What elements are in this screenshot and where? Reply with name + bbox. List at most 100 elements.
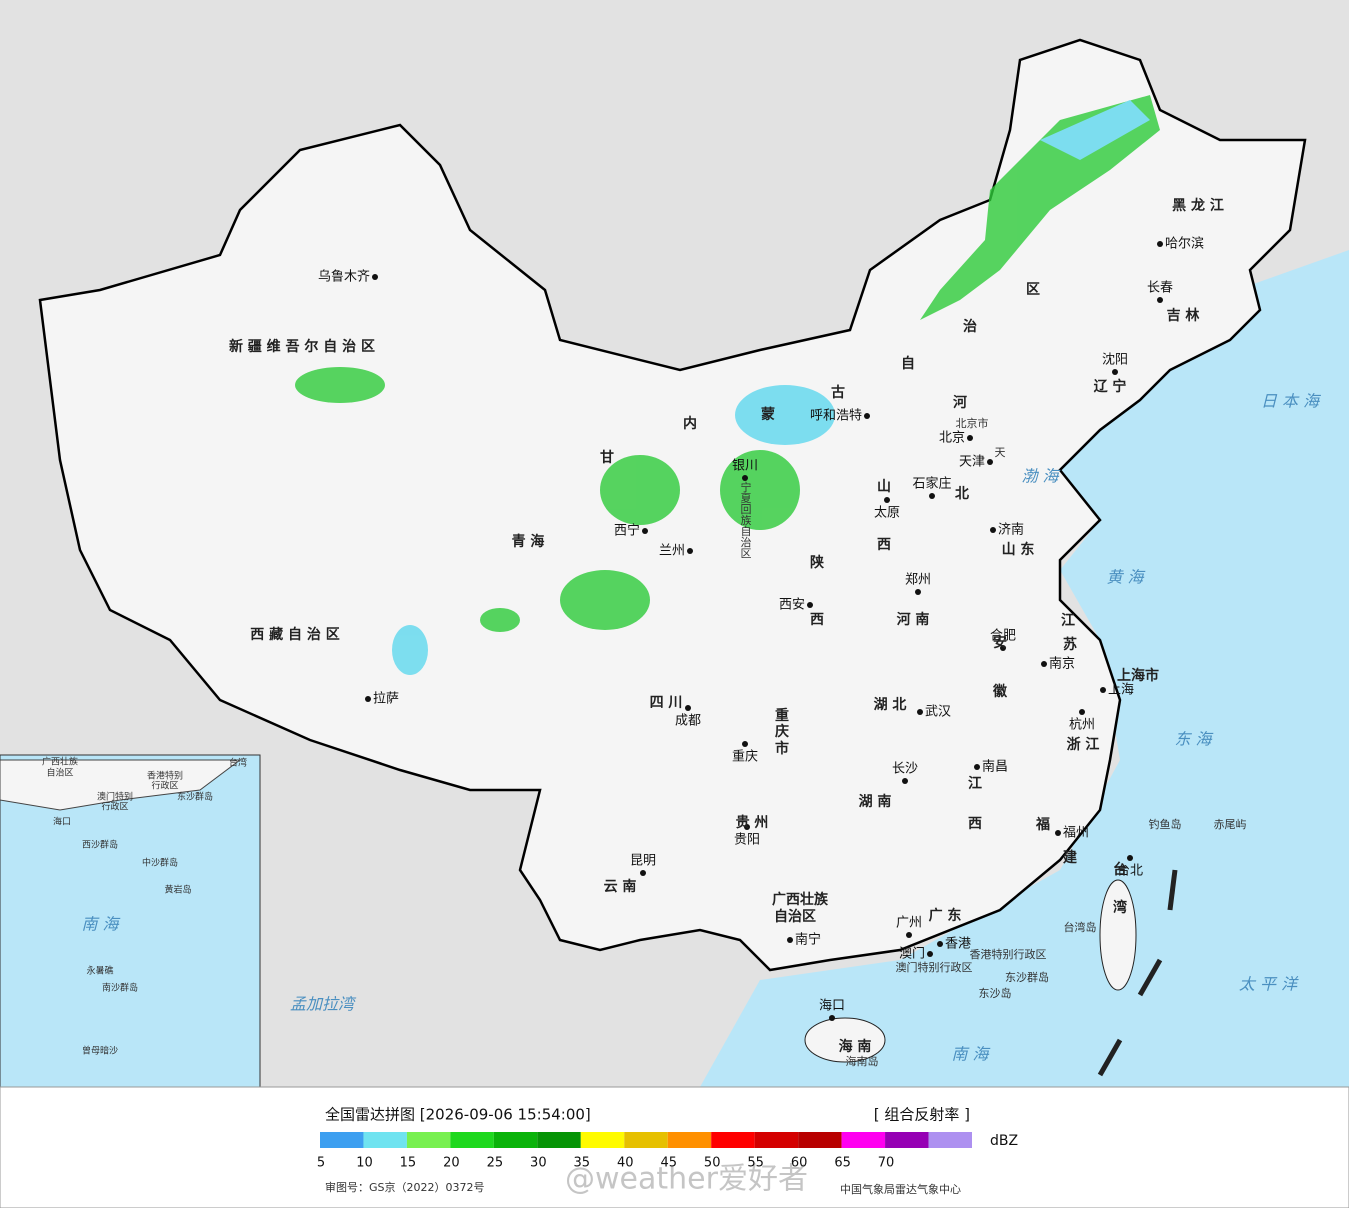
region-label: 古	[831, 384, 845, 401]
inset-label: 海口	[53, 816, 71, 828]
city-label: 合肥	[990, 629, 1016, 644]
city-dot	[987, 459, 993, 465]
region-label: 徽	[992, 683, 1008, 700]
island-label: 东沙群岛	[1005, 970, 1049, 984]
city-label: 西安	[779, 598, 805, 613]
color-box	[363, 1132, 407, 1148]
region-label: 台	[1113, 861, 1127, 878]
region-label: 天	[995, 446, 1006, 459]
city-label: 澳门	[899, 946, 925, 962]
city-dot	[1100, 687, 1106, 693]
city-dot	[1157, 297, 1163, 303]
color-box	[754, 1132, 799, 1148]
region-label: 西	[877, 537, 891, 553]
city-label: 武汉	[925, 705, 951, 720]
inset-label: 自治区	[46, 767, 73, 779]
island-label: 东沙岛	[979, 986, 1012, 1000]
region-label: 安	[993, 634, 1007, 651]
city-label: 西宁	[614, 523, 640, 539]
inset-label: 行政区	[101, 801, 128, 813]
region-label: 吉 林	[1167, 307, 1200, 324]
region-label: 苏	[1063, 636, 1077, 653]
region-label: 宁夏回族自治区	[739, 480, 752, 558]
color-box	[624, 1132, 668, 1148]
inset-label: 东沙群岛	[177, 791, 213, 803]
color-box	[406, 1132, 451, 1148]
city-label: 香港	[945, 937, 971, 952]
color-box	[928, 1132, 972, 1148]
region-label: 新 疆 维 吾 尔 自 治 区	[229, 338, 375, 355]
city-label: 台北	[1117, 864, 1143, 879]
island-label: 台湾岛	[1064, 920, 1097, 934]
city-dot	[744, 824, 750, 830]
city-label: 哈尔滨	[1165, 236, 1204, 252]
region-label: 区	[1026, 282, 1040, 298]
island-label: 澳门特别行政区	[896, 960, 973, 974]
city-dot	[1112, 369, 1118, 375]
city-dot	[929, 493, 935, 499]
region-label: 湾	[1113, 899, 1127, 916]
city-dot	[787, 937, 793, 943]
sea-label: 东 海	[1174, 730, 1213, 749]
sea	[700, 250, 1349, 1087]
region-label: 湖 南	[859, 793, 892, 810]
city-label: 银川	[732, 459, 758, 474]
color-box	[798, 1132, 842, 1148]
city-dot	[864, 413, 870, 419]
city-label: 天津	[959, 455, 985, 470]
city-dot	[687, 548, 693, 554]
inset	[0, 754, 261, 1088]
city-label: 北京	[939, 431, 965, 446]
city-label: 长沙	[892, 762, 918, 777]
region-label: 四 川	[650, 695, 683, 711]
city-dot	[974, 764, 980, 770]
radar-echo	[295, 95, 1160, 675]
region-label: 内	[683, 415, 697, 432]
city-dot	[927, 951, 933, 957]
legend-tick-label: 65	[834, 1156, 851, 1171]
region-label: 建	[1063, 849, 1077, 866]
region-label: 市	[775, 740, 789, 757]
legend-tick-label: 35	[574, 1156, 591, 1171]
city-label: 福州	[1063, 826, 1089, 841]
legend-tick-label: 40	[617, 1156, 634, 1171]
city-label: 贵阳	[734, 833, 760, 848]
region-label: 黑 龙 江	[1172, 197, 1224, 214]
city-label: 呼和浩特	[810, 409, 862, 424]
region-label: 北	[955, 486, 969, 502]
city-dot	[1079, 709, 1085, 715]
inset-label: 中沙群岛	[142, 857, 178, 869]
nine-dash-line	[1097, 869, 1178, 1077]
region-label: 江	[968, 775, 982, 792]
inset-label: 曾母暗沙	[82, 1045, 118, 1057]
approval-number: 审图号：GS京（2022）0372号	[325, 1180, 485, 1194]
legend-tick-label: 70	[878, 1156, 895, 1171]
region-label: 山	[877, 479, 891, 495]
island-label: 钓鱼岛	[1149, 817, 1182, 831]
island-label: 赤尾屿	[1214, 818, 1247, 831]
hainan	[804, 1017, 886, 1063]
city-label: 海口	[819, 999, 845, 1014]
region-label: 河	[953, 394, 967, 411]
region-label: 湖 北	[874, 697, 907, 713]
city-dot	[902, 778, 908, 784]
city-dot	[829, 1015, 835, 1021]
city-label: 广州	[896, 916, 922, 931]
inset-label: 广西壮族	[42, 756, 78, 768]
city-dot	[685, 705, 691, 711]
city-label: 沈阳	[1102, 353, 1128, 368]
region-label: 江	[1061, 612, 1075, 629]
region-label: 自	[901, 355, 915, 372]
region-label: 北京市	[956, 416, 989, 430]
legend-tick-label: 25	[487, 1156, 504, 1171]
inset-label: 行政区	[151, 780, 178, 792]
city-label: 南昌	[982, 759, 1008, 775]
city-dot	[365, 696, 371, 702]
region-label: 西	[968, 816, 982, 832]
city-label: 长春	[1147, 281, 1173, 296]
city-label: 杭州	[1069, 718, 1095, 733]
legend-tick-label: 50	[704, 1156, 721, 1171]
city-label: 拉萨	[373, 692, 399, 707]
region-label: 辽 宁	[1094, 378, 1127, 395]
